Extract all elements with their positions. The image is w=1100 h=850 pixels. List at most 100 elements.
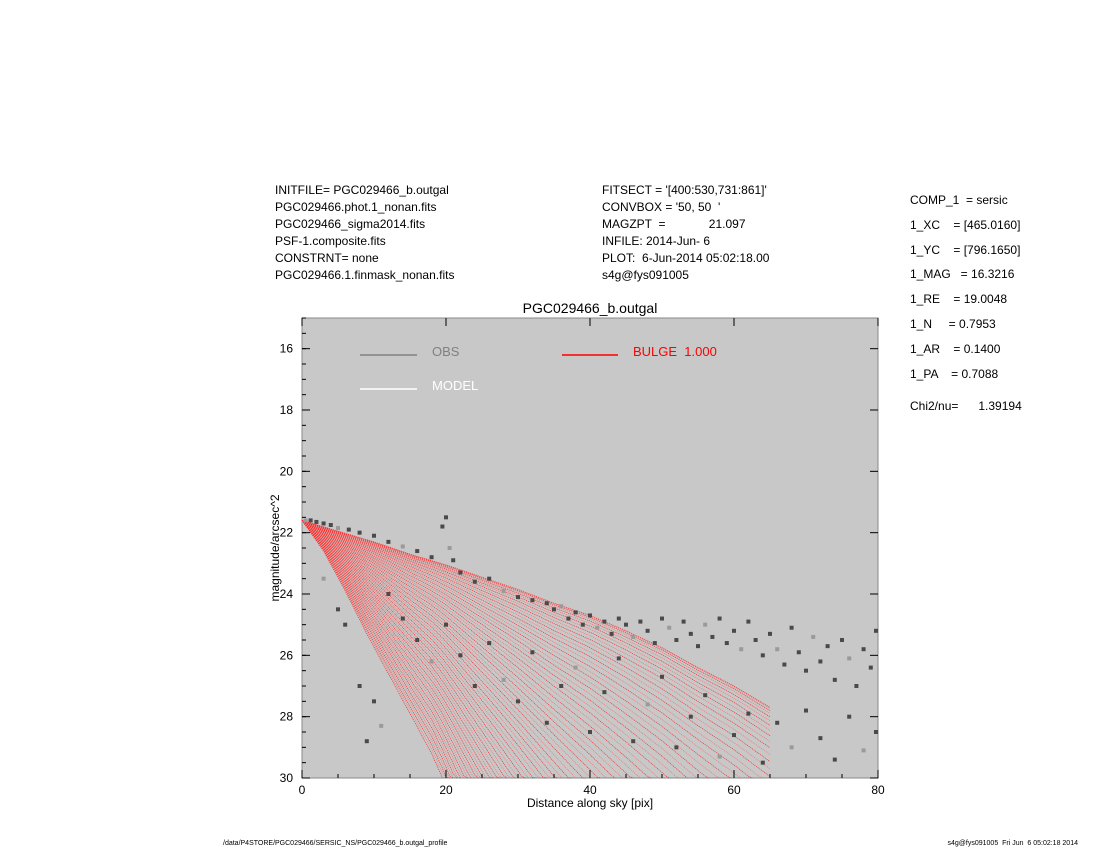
header-line: MAGZPT = 21.097 (602, 217, 746, 231)
bulge-model-line (301, 520, 641, 779)
obs-point (429, 659, 434, 664)
bulge-model-line (301, 520, 458, 779)
obs-point (472, 579, 477, 584)
obs-point (530, 650, 535, 655)
obs-point (688, 631, 693, 636)
bulge-model-line (301, 520, 465, 779)
legend-bulge-label: BULGE 1.000 (633, 344, 717, 359)
bulge-model-line (301, 520, 771, 762)
bulge-model-line (301, 520, 681, 779)
obs-point (717, 616, 722, 621)
bulge-model-line (301, 520, 468, 779)
bulge-model-line (301, 520, 594, 779)
obs-point (444, 515, 448, 520)
bulge-model-line (301, 520, 515, 779)
x-tick-label: 80 (871, 783, 885, 797)
param-line: 1_YC = [796.1650] (910, 242, 1021, 257)
bulge-model-line (301, 520, 526, 779)
bulge-model-line (301, 520, 504, 779)
obs-point (717, 754, 722, 759)
bulge-model-line (301, 520, 663, 779)
bulge-model-line (301, 520, 652, 779)
obs-point (775, 647, 780, 652)
x-tick-label: 0 (299, 783, 306, 797)
obs-point (818, 736, 823, 741)
obs-point (487, 641, 492, 646)
bulge-model-line (301, 520, 461, 779)
obs-point (516, 595, 520, 600)
bulge-model-line (301, 520, 461, 779)
obs-point (638, 619, 643, 624)
header-line: PGC029466_sigma2014.fits (275, 217, 426, 231)
y-tick-label: 22 (280, 526, 294, 540)
bulge-model-line (301, 520, 771, 722)
obs-point (364, 739, 369, 744)
param-line: 1_AR = 0.1400 (910, 341, 1001, 356)
legend: OBS MODEL BULGE 1.000 (360, 344, 717, 393)
x-axis-label: Distance along sky [pix] (527, 796, 653, 810)
chi2-line: Chi2/nu= 1.39194 (910, 399, 1022, 414)
obs-point (321, 576, 326, 581)
bulge-model-line (301, 520, 454, 779)
bulge-model-line (301, 520, 731, 779)
obs-point (343, 622, 348, 627)
bulge-model-line (301, 520, 616, 779)
y-tick-label: 26 (280, 648, 294, 662)
bulge-model-line (301, 520, 688, 779)
obs-point (386, 592, 391, 596)
obs-point (357, 684, 362, 688)
obs-point (832, 677, 837, 682)
y-tick-label: 30 (280, 771, 294, 785)
obs-points-layer (303, 515, 878, 765)
bulge-model-line (301, 520, 771, 711)
obs-point (768, 631, 772, 636)
bulge-model-line (301, 520, 742, 779)
obs-point (472, 684, 477, 688)
obs-point (602, 690, 607, 695)
obs-point (357, 530, 362, 535)
obs-point (559, 604, 564, 609)
obs-point (847, 656, 852, 661)
header-line: PGC029466.1.finmask_nonan.fits (275, 268, 455, 282)
bulge-model-line (301, 520, 454, 779)
y-tick-label: 20 (280, 464, 294, 478)
bulge-model-line (301, 520, 771, 708)
bulge-model-line (301, 520, 771, 736)
bulge-model-layer (301, 520, 771, 779)
bulge-model-line (301, 520, 479, 779)
bulge-model-line (301, 520, 472, 779)
obs-point (588, 613, 592, 618)
obs-point (804, 668, 808, 673)
obs-point (314, 519, 319, 524)
bulge-model-line (301, 520, 483, 779)
bulge-model-line (301, 520, 472, 779)
bulge-model-line (301, 520, 522, 779)
legend-model-label: MODEL (432, 378, 478, 393)
bulge-model-line (301, 520, 634, 779)
param-line: 1_XC = [465.0160] (910, 217, 1021, 232)
obs-point (616, 656, 621, 661)
obs-point (688, 714, 693, 719)
obs-point (544, 601, 549, 606)
obs-point (308, 518, 313, 523)
x-tick-label: 40 (583, 783, 597, 797)
legend-obs-label: OBS (432, 344, 460, 359)
obs-point (825, 644, 830, 649)
obs-point (804, 708, 808, 713)
bulge-model-line (301, 520, 627, 779)
obs-point (732, 628, 736, 633)
obs-point (746, 619, 751, 624)
bulge-model-line (301, 520, 576, 779)
obs-point (336, 526, 340, 531)
obs-point (847, 714, 852, 719)
obs-point (631, 634, 636, 639)
obs-point (645, 702, 650, 707)
header-line: FITSECT = '[400:530,731:861]' (602, 183, 767, 197)
obs-point (516, 699, 520, 704)
obs-point (631, 739, 636, 744)
obs-point (868, 665, 873, 670)
param-line: 1_RE = 19.0048 (910, 292, 1008, 307)
header-line: CONSTRNT= none (275, 251, 379, 265)
param-line: 1_PA = 0.7088 (910, 366, 999, 381)
obs-point (796, 650, 801, 655)
